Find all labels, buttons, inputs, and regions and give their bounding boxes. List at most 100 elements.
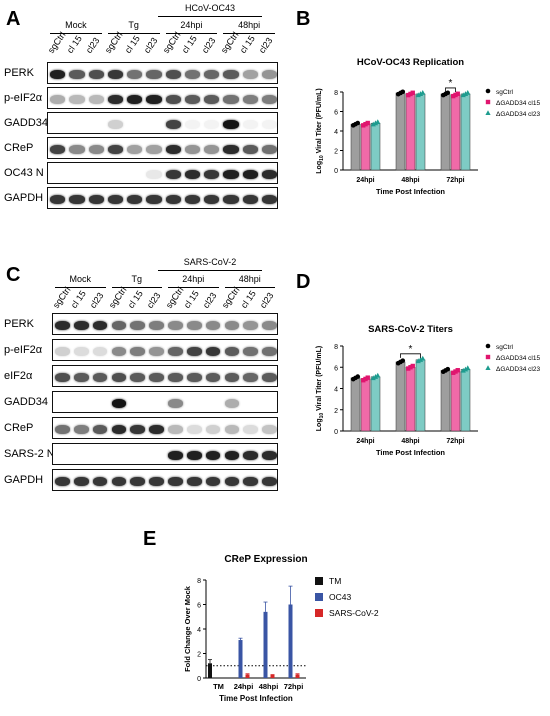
blot-band bbox=[262, 477, 277, 486]
blot-c-row-label-gapdh: GAPDH bbox=[4, 474, 44, 486]
data-point bbox=[445, 90, 451, 96]
blot-band bbox=[186, 451, 202, 460]
y-tick-label: 2 bbox=[197, 652, 201, 659]
blot-band bbox=[168, 477, 183, 486]
blot-band bbox=[242, 170, 258, 179]
blot-band bbox=[205, 477, 221, 486]
blot-band bbox=[184, 70, 200, 79]
bar-gadd34-cl23-24hpi bbox=[370, 376, 381, 432]
chart-title: CReP Expression bbox=[224, 554, 307, 565]
data-point bbox=[410, 90, 415, 95]
bar-gadd34-cl23-72hpi bbox=[460, 93, 471, 171]
blot-band bbox=[243, 451, 259, 460]
blot-band bbox=[243, 321, 259, 330]
data-point bbox=[410, 363, 415, 369]
data-point bbox=[406, 366, 411, 371]
blot-a-row-label-p-eif2: p-eIF2α bbox=[4, 92, 43, 104]
blot-band bbox=[146, 145, 162, 154]
blot-a-strip-perk bbox=[47, 62, 278, 84]
blot-a-group-line bbox=[165, 33, 218, 34]
blot-band bbox=[243, 347, 259, 356]
blot-band bbox=[146, 95, 162, 104]
blot-band bbox=[168, 425, 183, 434]
blot-c-group-mock: Mock bbox=[69, 274, 91, 284]
data-point bbox=[363, 121, 368, 127]
blot-band bbox=[149, 321, 164, 330]
blot-band bbox=[146, 170, 162, 179]
blot-band bbox=[55, 477, 70, 486]
blot-c-lane-label: cl 15 bbox=[182, 288, 202, 310]
blot-band bbox=[168, 347, 183, 356]
blot-band bbox=[168, 451, 183, 460]
blot-band bbox=[165, 170, 181, 179]
blot-band bbox=[55, 321, 70, 330]
blot-band bbox=[204, 170, 220, 179]
legend-label-sgctrl: sgCtrl bbox=[496, 89, 514, 96]
bar-tm-tm bbox=[208, 663, 212, 678]
blot-band bbox=[261, 195, 277, 204]
blot-band bbox=[69, 145, 85, 154]
blot-c-group-line bbox=[224, 287, 275, 288]
blot-band bbox=[127, 195, 143, 204]
legend-swatch-oc43 bbox=[315, 593, 323, 601]
blot-band bbox=[242, 120, 258, 129]
blot-band bbox=[223, 195, 239, 204]
blot-band bbox=[205, 373, 221, 382]
legend-label-gadd34-cl23: ΔGADD34 cl23 bbox=[496, 111, 540, 118]
y-tick-label: 8 bbox=[197, 578, 201, 585]
blot-c-strip-sars-2-n bbox=[52, 443, 278, 465]
data-point bbox=[455, 368, 460, 373]
data-point bbox=[445, 366, 451, 372]
blot-c-lane-label: cl 15 bbox=[238, 288, 258, 310]
x-axis-label: Time Post Infection bbox=[376, 187, 445, 196]
y-axis-label-sub: 10 bbox=[319, 155, 325, 161]
legend-label-gadd34-cl15: ΔGADD34 cl15 bbox=[496, 100, 540, 107]
data-point bbox=[485, 365, 491, 370]
blot-band bbox=[55, 347, 70, 356]
blot-band bbox=[130, 373, 146, 382]
blot-band bbox=[243, 425, 259, 434]
blot-band bbox=[262, 373, 277, 382]
legend-label-gadd34-cl23: ΔGADD34 cl23 bbox=[496, 366, 540, 373]
blot-c-strip-p-eif2 bbox=[52, 339, 278, 361]
y-axis-label-rest: Viral Titer (PFU/mL) bbox=[316, 346, 323, 413]
y-tick-label: 8 bbox=[334, 90, 338, 97]
legend-swatch-sars-cov-2 bbox=[315, 609, 323, 617]
bar-gadd34-cl15-24hpi bbox=[360, 123, 371, 171]
y-tick-label: 2 bbox=[334, 149, 338, 156]
blot-a-row-label-crep: CReP bbox=[4, 142, 34, 154]
blot-band bbox=[107, 195, 123, 204]
bar-gadd34-cl15-48hpi bbox=[405, 93, 416, 171]
data-point bbox=[355, 374, 361, 379]
blot-c-header-line bbox=[158, 270, 262, 271]
bar-gadd34-cl15-24hpi bbox=[360, 378, 371, 432]
data-point bbox=[375, 372, 381, 378]
blot-c-group-line bbox=[55, 287, 106, 288]
data-point bbox=[485, 354, 491, 360]
y-tick-label: 6 bbox=[197, 603, 201, 610]
blot-c-lane-label: cl23 bbox=[257, 290, 276, 310]
blot-c-row-label-crep: CReP bbox=[4, 422, 34, 434]
blot-band bbox=[261, 170, 277, 179]
blot-band bbox=[261, 145, 277, 154]
blot-band bbox=[242, 145, 258, 154]
legend-label-tm: TM bbox=[329, 576, 341, 586]
blot-band bbox=[262, 425, 277, 434]
blot-a-group-tg: Tg bbox=[128, 20, 139, 30]
data-point bbox=[415, 358, 421, 364]
blot-band bbox=[224, 347, 240, 356]
data-point bbox=[370, 375, 376, 381]
bar-sars-cov-2-24hpi bbox=[245, 674, 250, 678]
blot-band bbox=[50, 145, 66, 154]
blot-band bbox=[165, 70, 181, 79]
blot-band bbox=[50, 95, 66, 104]
blot-a-group-24hpi: 24hpi bbox=[180, 20, 203, 30]
data-point bbox=[420, 355, 426, 361]
blot-c-strip-crep bbox=[52, 417, 278, 439]
blot-band bbox=[168, 321, 183, 330]
data-point bbox=[455, 91, 460, 96]
data-point bbox=[361, 378, 366, 383]
y-tick-label: 4 bbox=[334, 129, 338, 136]
blot-band bbox=[242, 95, 258, 104]
blot-band bbox=[186, 347, 202, 356]
